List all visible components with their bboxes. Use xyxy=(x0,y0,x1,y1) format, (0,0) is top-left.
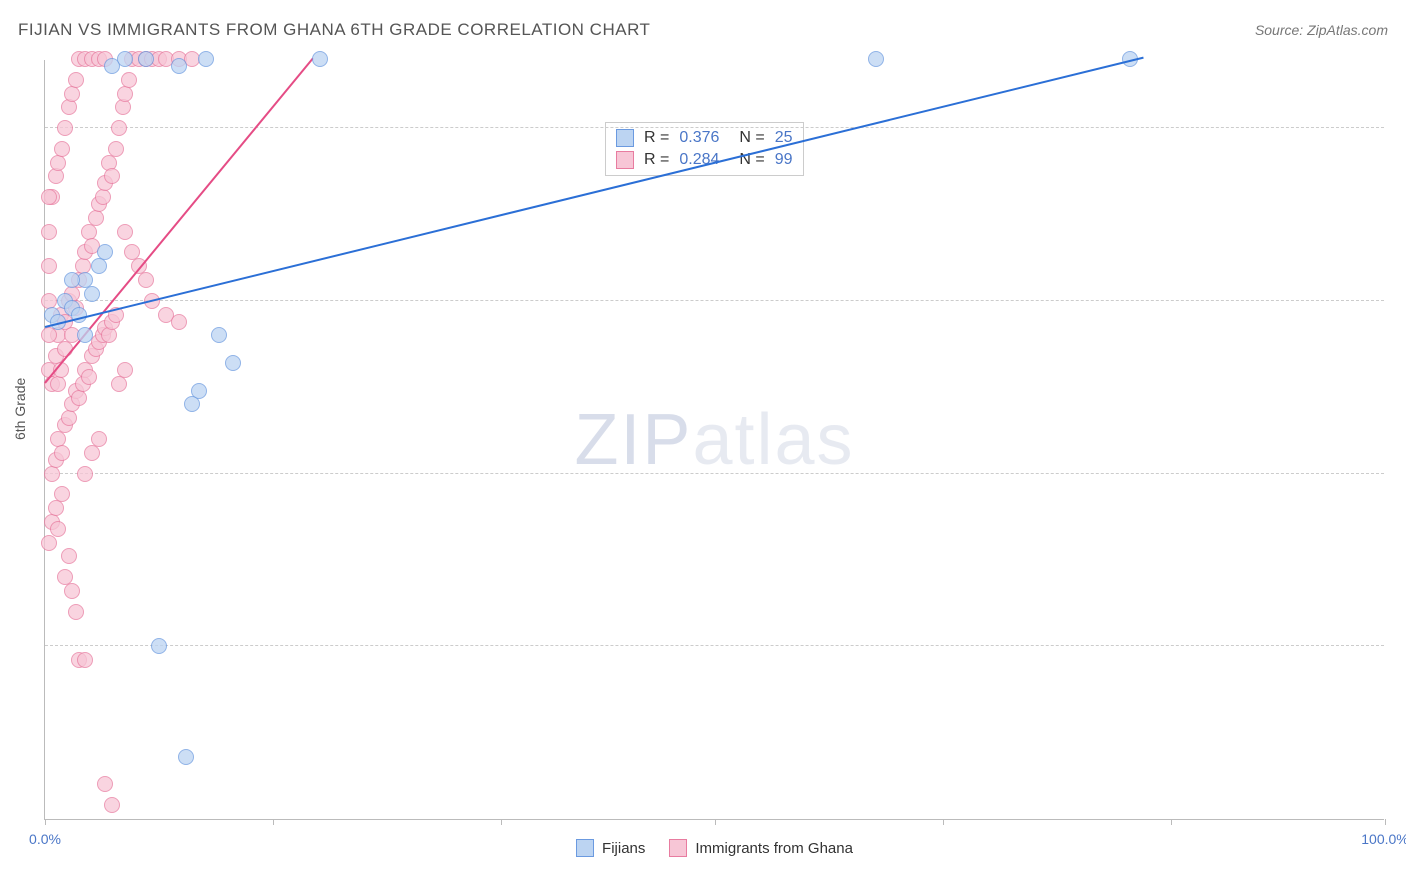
data-point xyxy=(57,120,73,136)
data-point xyxy=(50,376,66,392)
r-label: R = xyxy=(644,129,669,147)
data-point xyxy=(97,244,113,260)
series-legend: Fijians Immigrants from Ghana xyxy=(45,839,1384,857)
data-point xyxy=(54,486,70,502)
data-point xyxy=(95,189,111,205)
data-point xyxy=(61,99,77,115)
data-point xyxy=(868,51,884,67)
data-point xyxy=(48,168,64,184)
x-tick xyxy=(715,819,716,825)
data-point xyxy=(50,521,66,537)
data-point xyxy=(171,58,187,74)
chart-container: FIJIAN VS IMMIGRANTS FROM GHANA 6TH GRAD… xyxy=(0,0,1406,892)
data-point xyxy=(64,86,80,102)
watermark-text-b: atlas xyxy=(692,400,854,480)
legend-label: Immigrants from Ghana xyxy=(695,840,853,857)
chart-title: FIJIAN VS IMMIGRANTS FROM GHANA 6TH GRAD… xyxy=(18,20,650,40)
data-point xyxy=(138,51,154,67)
n-value: 99 xyxy=(775,151,793,169)
data-point xyxy=(104,797,120,813)
data-point xyxy=(44,466,60,482)
data-point xyxy=(138,272,154,288)
data-point xyxy=(54,141,70,157)
swatch-icon xyxy=(576,839,594,857)
plot-area: ZIPatlas R = 0.376 N = 25 R = 0.284 N = … xyxy=(44,60,1384,820)
legend-item-ghana: Immigrants from Ghana xyxy=(669,839,853,857)
legend-row-fijians: R = 0.376 N = 25 xyxy=(616,127,793,149)
data-point xyxy=(97,776,113,792)
data-point xyxy=(111,120,127,136)
gridline xyxy=(45,473,1384,474)
data-point xyxy=(77,652,93,668)
data-point xyxy=(77,327,93,343)
data-point xyxy=(41,535,57,551)
data-point xyxy=(64,272,80,288)
data-point xyxy=(111,376,127,392)
x-tick xyxy=(1385,819,1386,825)
legend-label: Fijians xyxy=(602,840,645,857)
data-point xyxy=(64,583,80,599)
watermark-text-a: ZIP xyxy=(574,400,692,480)
data-point xyxy=(81,369,97,385)
gridline xyxy=(45,645,1384,646)
n-label: N = xyxy=(739,129,764,147)
data-point xyxy=(117,86,133,102)
swatch-icon xyxy=(616,151,634,169)
y-axis-label: 6th Grade xyxy=(12,378,28,440)
watermark: ZIPatlas xyxy=(574,399,854,481)
trend-line xyxy=(45,57,1144,328)
data-point xyxy=(101,327,117,343)
x-tick xyxy=(273,819,274,825)
data-point xyxy=(91,431,107,447)
data-point xyxy=(171,314,187,330)
data-point xyxy=(184,396,200,412)
data-point xyxy=(84,445,100,461)
x-tick-label: 100.0% xyxy=(1361,831,1406,847)
source-label: Source: ZipAtlas.com xyxy=(1255,22,1388,38)
data-point xyxy=(84,286,100,302)
data-point xyxy=(151,638,167,654)
data-point xyxy=(115,99,131,115)
data-point xyxy=(41,258,57,274)
r-label: R = xyxy=(644,151,669,169)
data-point xyxy=(48,500,64,516)
data-point xyxy=(225,355,241,371)
data-point xyxy=(41,327,57,343)
x-tick xyxy=(1171,819,1172,825)
data-point xyxy=(61,548,77,564)
title-row: FIJIAN VS IMMIGRANTS FROM GHANA 6TH GRAD… xyxy=(18,20,1388,40)
data-point xyxy=(68,72,84,88)
data-point xyxy=(117,224,133,240)
data-point xyxy=(50,155,66,171)
swatch-icon xyxy=(616,129,634,147)
data-point xyxy=(91,258,107,274)
swatch-icon xyxy=(669,839,687,857)
legend-row-ghana: R = 0.284 N = 99 xyxy=(616,149,793,171)
data-point xyxy=(121,72,137,88)
data-point xyxy=(41,189,57,205)
data-point xyxy=(77,466,93,482)
data-point xyxy=(88,210,104,226)
x-tick xyxy=(943,819,944,825)
data-point xyxy=(312,51,328,67)
data-point xyxy=(68,604,84,620)
gridline xyxy=(45,300,1384,301)
data-point xyxy=(211,327,227,343)
legend-item-fijians: Fijians xyxy=(576,839,645,857)
data-point xyxy=(41,224,57,240)
data-point xyxy=(117,51,133,67)
data-point xyxy=(54,445,70,461)
x-tick xyxy=(501,819,502,825)
data-point xyxy=(108,141,124,157)
data-point xyxy=(104,168,120,184)
data-point xyxy=(61,410,77,426)
x-tick xyxy=(45,819,46,825)
x-tick-label: 0.0% xyxy=(29,831,61,847)
gridline xyxy=(45,127,1384,128)
data-point xyxy=(71,390,87,406)
data-point xyxy=(198,51,214,67)
data-point xyxy=(178,749,194,765)
r-value: 0.376 xyxy=(679,129,719,147)
